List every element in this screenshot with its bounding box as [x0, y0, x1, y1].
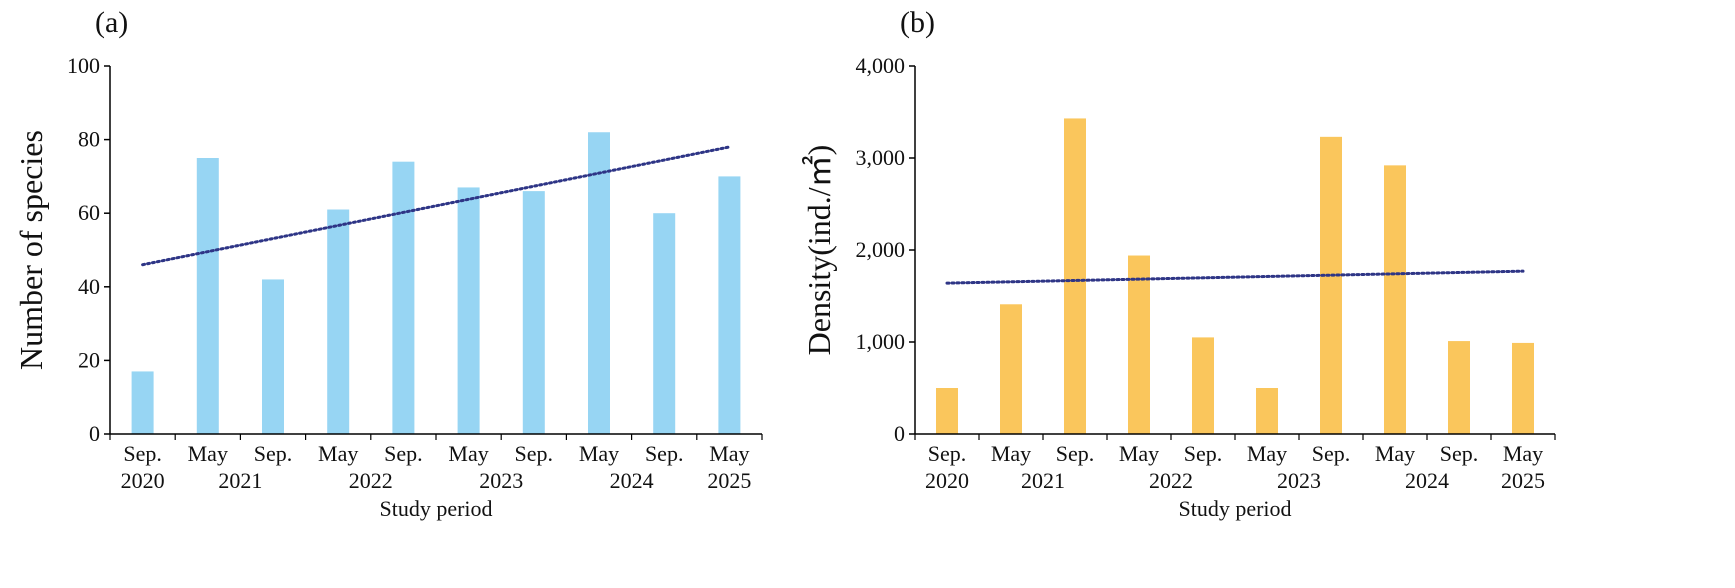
panel-label: (a) — [95, 6, 128, 39]
y-tick-label: 20 — [78, 347, 100, 372]
x-year-label: 2022 — [1149, 468, 1193, 493]
x-category-label: Sep. — [928, 441, 967, 466]
y-tick-label: 100 — [67, 53, 100, 78]
x-category-label: May — [1247, 441, 1287, 466]
chart-panel-b: 0 1,000 2,000 3,000 4,000 Sep. May Sep. May Sep. M… — [801, 6, 1556, 521]
x-category-label: May — [1119, 441, 1159, 466]
x-category-label: Sep. — [1440, 441, 1479, 466]
bar — [588, 132, 610, 435]
bar — [1128, 255, 1150, 434]
y-tick-label: 0 — [89, 421, 100, 446]
bar — [196, 158, 219, 434]
x-category-label: May — [1503, 441, 1543, 466]
bar — [1256, 388, 1278, 434]
x-category-label: Sep. — [123, 441, 162, 466]
x-category-label: May — [448, 441, 488, 466]
bar — [1000, 304, 1022, 434]
x-year-label: 2021 — [1021, 468, 1065, 493]
y-tick-label: 80 — [78, 127, 100, 152]
x-category-label: May — [1375, 441, 1415, 466]
y-tick-label: 1,000 — [856, 329, 906, 354]
x-category-label: Sep. — [515, 441, 554, 466]
y-tick-label: 2,000 — [856, 237, 906, 262]
x-category-label: Sep. — [1056, 441, 1095, 466]
x-category-label: Sep. — [1312, 441, 1351, 466]
y-axis-title: Density(ind./㎡) — [801, 145, 837, 356]
bar — [131, 371, 154, 434]
x-category-label: Sep. — [254, 441, 293, 466]
x-year-label: 2023 — [1277, 468, 1321, 493]
bar — [718, 176, 741, 434]
x-category-label: May — [188, 441, 228, 466]
trendline — [141, 145, 731, 267]
y-tick-label: 3,000 — [856, 145, 906, 170]
y-tick-label: 0 — [894, 421, 905, 446]
x-year-label: 2024 — [610, 468, 654, 493]
bar — [936, 388, 958, 434]
bar — [1192, 337, 1214, 434]
x-year-label: 2025 — [1501, 468, 1545, 493]
bar — [392, 161, 415, 434]
x-category-label: May — [318, 441, 358, 466]
x-category-label: Sep. — [645, 441, 684, 466]
x-category-label: May — [991, 441, 1031, 466]
x-year-label: 2021 — [218, 468, 262, 493]
trendline — [945, 269, 1525, 285]
bar — [1512, 342, 1534, 434]
x-year-label: 2023 — [479, 468, 523, 493]
bar — [1064, 118, 1086, 434]
bar — [457, 187, 480, 434]
x-category-label: Sep. — [1184, 441, 1223, 466]
x-axis-title: Study period — [379, 496, 492, 521]
x-category-label: Sep. — [384, 441, 423, 466]
y-tick-label: 60 — [78, 200, 100, 225]
y-tick-label: 40 — [78, 274, 100, 299]
bar — [327, 209, 350, 434]
x-axis-title: Study period — [1178, 496, 1291, 521]
x-year-label: 2024 — [1405, 468, 1449, 493]
x-year-label: 2022 — [349, 468, 393, 493]
y-tick-label: 4,000 — [856, 53, 906, 78]
x-year-label: 2025 — [707, 468, 751, 493]
bar — [1320, 136, 1342, 434]
bar — [522, 191, 545, 434]
panel-label: (b) — [900, 6, 935, 39]
x-category-label: May — [579, 441, 619, 466]
bar — [1384, 165, 1406, 435]
x-category-label: May — [709, 441, 749, 466]
x-year-label: 2020 — [121, 468, 165, 493]
bar — [262, 279, 284, 434]
y-axis-title: Number of species — [13, 130, 49, 370]
bar — [1448, 341, 1470, 434]
chart-panel-a: 0 20 40 60 80 100 Sep. May Sep. May Sep. May Sep. May… — [13, 6, 763, 521]
bar — [653, 213, 676, 434]
x-year-label: 2020 — [925, 468, 969, 493]
